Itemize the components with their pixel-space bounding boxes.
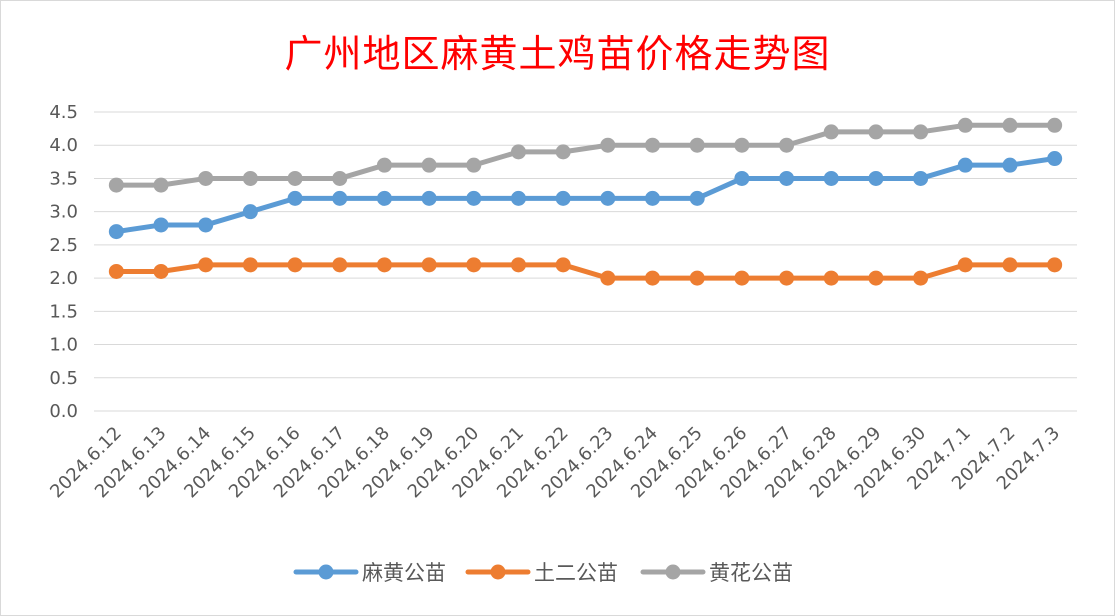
legend-marker [490, 564, 506, 580]
data-point [242, 204, 258, 220]
data-point [198, 217, 214, 233]
data-point [1047, 117, 1063, 133]
data-point [108, 177, 124, 193]
data-point [868, 170, 884, 186]
data-point [689, 190, 705, 206]
data-point [421, 257, 437, 273]
data-point [153, 177, 169, 193]
y-tick-label: 4.0 [49, 135, 78, 156]
data-point [242, 257, 258, 273]
data-point [868, 124, 884, 140]
x-axis-ticks: 2024.6.122024.6.132024.6.142024.6.152024… [46, 423, 1064, 503]
data-point [957, 257, 973, 273]
data-point [1002, 157, 1018, 173]
data-point [287, 190, 303, 206]
series-2 [108, 257, 1063, 286]
data-point [600, 270, 616, 286]
data-point [779, 270, 795, 286]
y-tick-label: 1.5 [49, 301, 78, 322]
data-point [779, 170, 795, 186]
series-lines [108, 117, 1063, 286]
data-point [823, 124, 839, 140]
series-line [113, 156, 1058, 235]
legend-marker [665, 564, 681, 580]
grid-lines [94, 111, 1077, 412]
data-point [376, 157, 392, 173]
legend-label: 土二公苗 [534, 561, 618, 585]
y-tick-label: 4.5 [49, 102, 78, 123]
data-point [1002, 257, 1018, 273]
data-point [913, 270, 929, 286]
data-point [823, 170, 839, 186]
data-point [332, 170, 348, 186]
data-point [421, 190, 437, 206]
data-point [913, 170, 929, 186]
data-point [466, 190, 482, 206]
legend: 麻黄公苗 土二公苗 黄花公苗 [293, 561, 793, 585]
data-point [600, 137, 616, 153]
data-point [645, 190, 661, 206]
data-point [198, 170, 214, 186]
y-tick-label: 0.0 [49, 401, 78, 422]
data-point [868, 270, 884, 286]
data-point [510, 144, 526, 160]
y-tick-label: 3.0 [49, 202, 78, 223]
data-point [913, 124, 929, 140]
legend-marker [318, 564, 334, 580]
data-point [332, 257, 348, 273]
data-point [600, 190, 616, 206]
data-point [510, 190, 526, 206]
data-point [689, 137, 705, 153]
data-point [198, 257, 214, 273]
y-axis-ticks: 0.0 0.5 1.0 1.5 2.0 2.5 3.0 3.5 4.0 4.5 [49, 102, 78, 422]
data-point [689, 270, 705, 286]
y-tick-label: 0.5 [49, 368, 78, 389]
data-point [108, 224, 124, 240]
series-3 [108, 117, 1063, 193]
data-point [376, 257, 392, 273]
data-point [287, 257, 303, 273]
series-1 [108, 151, 1063, 240]
data-point [466, 257, 482, 273]
data-point [555, 144, 571, 160]
y-tick-label: 2.5 [49, 235, 78, 256]
data-point [555, 257, 571, 273]
data-point [421, 157, 437, 173]
data-point [153, 217, 169, 233]
data-point [1047, 151, 1063, 167]
y-tick-label: 3.5 [49, 168, 78, 189]
legend-label: 麻黄公苗 [362, 561, 446, 585]
data-point [108, 263, 124, 279]
series-line [113, 122, 1058, 188]
data-point [153, 263, 169, 279]
data-point [734, 270, 750, 286]
data-point [555, 190, 571, 206]
y-tick-label: 1.0 [49, 335, 78, 356]
data-point [645, 137, 661, 153]
data-point [376, 190, 392, 206]
data-point [734, 170, 750, 186]
data-point [957, 157, 973, 173]
data-point [1047, 257, 1063, 273]
data-point [779, 137, 795, 153]
data-point [823, 270, 839, 286]
data-point [734, 137, 750, 153]
data-point [466, 157, 482, 173]
data-point [645, 270, 661, 286]
legend-item: 土二公苗 [465, 561, 618, 585]
data-point [332, 190, 348, 206]
legend-item: 麻黄公苗 [293, 561, 446, 585]
legend-item: 黄花公苗 [640, 561, 793, 585]
legend-label: 黄花公苗 [709, 561, 793, 585]
data-point [510, 257, 526, 273]
chart-title: 广州地区麻黄土鸡苗价格走势图 [284, 32, 831, 76]
y-tick-label: 2.0 [49, 268, 78, 289]
data-point [287, 170, 303, 186]
data-point [1002, 117, 1018, 133]
data-point [242, 170, 258, 186]
series-line [113, 262, 1058, 281]
data-point [957, 117, 973, 133]
